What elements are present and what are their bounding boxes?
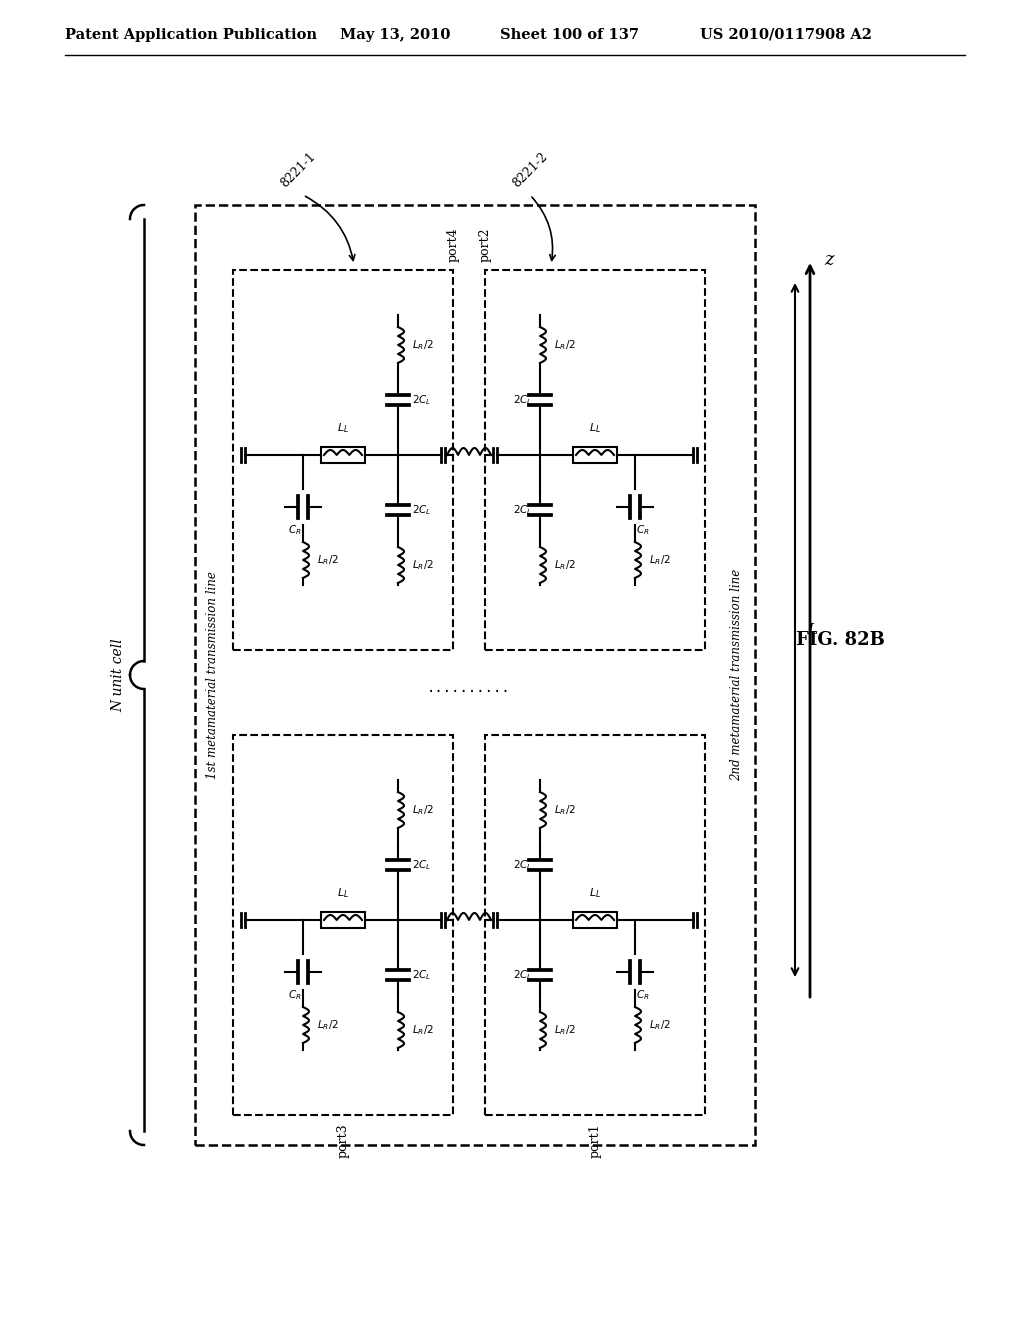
- Text: port3: port3: [337, 1123, 349, 1158]
- Text: ..........: ..........: [427, 681, 511, 694]
- Text: $2C_L$: $2C_L$: [513, 858, 532, 873]
- Text: $L_R/2$: $L_R/2$: [412, 1023, 434, 1038]
- Text: z: z: [824, 251, 834, 269]
- Bar: [321, 912, 365, 928]
- Text: $2C_L$: $2C_L$: [412, 393, 431, 407]
- Text: $2C_L$: $2C_L$: [412, 503, 431, 517]
- Text: $L_L$: $L_L$: [589, 886, 601, 900]
- Text: $L_R/2$: $L_R/2$: [317, 553, 339, 566]
- Text: port4: port4: [446, 227, 460, 261]
- Text: $L_L$: $L_L$: [337, 886, 349, 900]
- Text: $C_R$: $C_R$: [636, 987, 650, 1002]
- Text: $L_R/2$: $L_R/2$: [649, 553, 671, 566]
- Bar: [485, 271, 705, 649]
- Text: $L_R/2$: $L_R/2$: [554, 1023, 575, 1038]
- Text: $L_R/2$: $L_R/2$: [554, 338, 575, 352]
- Text: $C_R$: $C_R$: [288, 987, 302, 1002]
- Text: $2C_L$: $2C_L$: [412, 858, 431, 873]
- Text: L: L: [807, 623, 817, 638]
- Bar: [321, 447, 365, 463]
- Text: $C_R$: $C_R$: [636, 523, 650, 537]
- Text: $2C_L$: $2C_L$: [513, 968, 532, 982]
- Text: port2: port2: [478, 227, 492, 261]
- Text: $L_L$: $L_L$: [337, 421, 349, 436]
- Bar: [233, 735, 453, 1115]
- Text: Sheet 100 of 137: Sheet 100 of 137: [500, 28, 639, 42]
- Text: Patent Application Publication: Patent Application Publication: [65, 28, 317, 42]
- Text: port1: port1: [589, 1123, 601, 1158]
- Text: $C_R$: $C_R$: [288, 523, 302, 537]
- Text: 1st metamaterial transmission line: 1st metamaterial transmission line: [207, 572, 219, 779]
- Text: 2nd metamaterial transmission line: 2nd metamaterial transmission line: [730, 569, 743, 781]
- Bar: [195, 205, 755, 1144]
- Text: $2C_L$: $2C_L$: [513, 503, 532, 517]
- Bar: [233, 271, 453, 649]
- Text: $L_R/2$: $L_R/2$: [412, 338, 434, 352]
- Bar: [573, 447, 617, 463]
- Text: N unit cell: N unit cell: [111, 638, 125, 711]
- Text: $L_L$: $L_L$: [589, 421, 601, 436]
- Text: $L_R/2$: $L_R/2$: [554, 558, 575, 572]
- Text: $2C_L$: $2C_L$: [513, 393, 532, 407]
- Bar: [485, 735, 705, 1115]
- Text: $L_R/2$: $L_R/2$: [412, 558, 434, 572]
- Text: $L_R/2$: $L_R/2$: [554, 803, 575, 817]
- Text: $L_R/2$: $L_R/2$: [649, 1018, 671, 1032]
- Text: $2C_L$: $2C_L$: [412, 968, 431, 982]
- Text: US 2010/0117908 A2: US 2010/0117908 A2: [700, 28, 872, 42]
- Text: May 13, 2010: May 13, 2010: [340, 28, 451, 42]
- Text: 8221-1: 8221-1: [278, 149, 318, 190]
- Text: 8221-2: 8221-2: [510, 150, 550, 190]
- Text: $L_R/2$: $L_R/2$: [317, 1018, 339, 1032]
- Text: FIG. 82B: FIG. 82B: [796, 631, 885, 649]
- Bar: [573, 912, 617, 928]
- Text: $L_R/2$: $L_R/2$: [412, 803, 434, 817]
